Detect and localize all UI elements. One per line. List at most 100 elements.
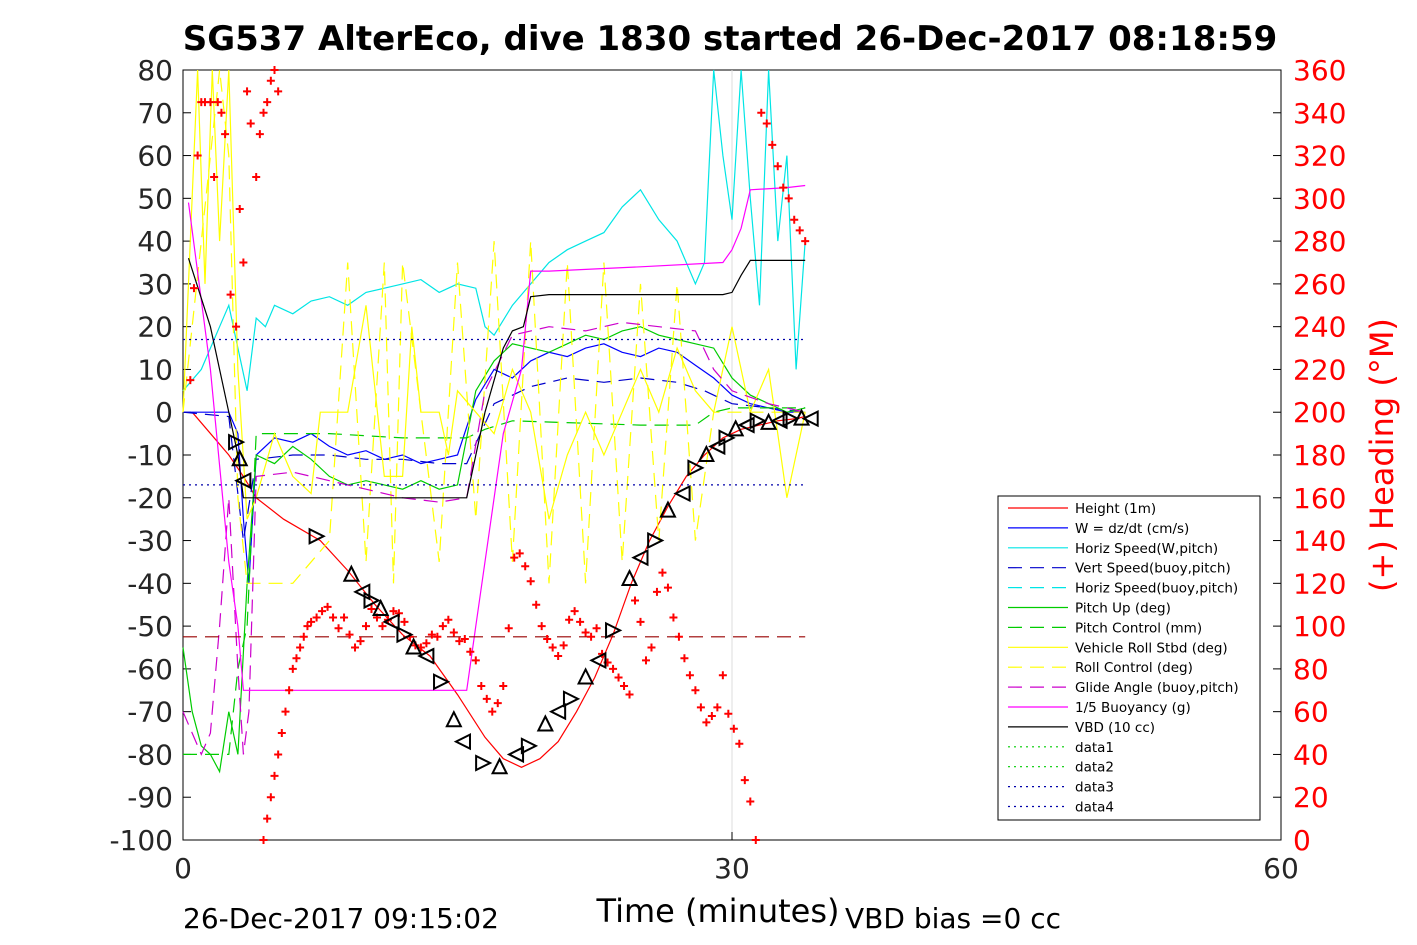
- right-tick-label: 260: [1293, 268, 1346, 301]
- heading-point: [768, 140, 777, 149]
- series-w-dz-dt-cm-s: [183, 343, 806, 584]
- triangle-marker: [659, 500, 677, 518]
- heading-point: [713, 703, 722, 712]
- triangle-marker: [605, 621, 623, 640]
- footer-vbd-bias: VBD bias =0 cc: [845, 902, 1061, 935]
- x-axis-ticks: 0 30 60: [174, 832, 1299, 885]
- heading-point: [631, 596, 640, 605]
- triangle-marker: [620, 568, 639, 587]
- heading-point: [674, 632, 683, 641]
- left-tick-label: -10: [127, 439, 173, 472]
- heading-point: [299, 632, 308, 641]
- heading-point: [239, 258, 248, 267]
- heading-point: [735, 739, 744, 748]
- left-tick-label: -50: [127, 610, 173, 643]
- right-tick-label: 60: [1293, 696, 1329, 729]
- heading-point: [255, 130, 264, 139]
- heading-point: [356, 637, 365, 646]
- heading-point: [702, 718, 711, 727]
- right-tick-label: 280: [1293, 225, 1346, 258]
- series-roll-control-deg: [182, 69, 806, 584]
- heading-point: [779, 183, 788, 192]
- triangle-marker: [548, 703, 567, 721]
- series-height-1m: [191, 411, 806, 768]
- right-tick-label: 40: [1293, 738, 1329, 771]
- left-tick-label: 40: [137, 225, 173, 258]
- triangle-marker: [562, 690, 581, 708]
- heading-point: [422, 639, 431, 648]
- triangle-marker: [737, 416, 755, 434]
- heading-point: [263, 98, 272, 107]
- series-pitch-control-mm: [183, 407, 806, 756]
- left-tick-label: -70: [127, 696, 173, 729]
- triangle-marker: [520, 737, 539, 755]
- right-tick-label: 160: [1293, 482, 1346, 515]
- triangle-marker: [342, 564, 360, 582]
- heading-point: [427, 630, 436, 639]
- heading-point: [259, 836, 268, 844]
- heading-point: [587, 632, 596, 641]
- heading-point: [235, 205, 244, 214]
- heading-point: [318, 607, 327, 616]
- heading-point: [620, 682, 629, 690]
- legend-label: Pitch Control (mm): [1075, 620, 1202, 636]
- triangle-marker: [673, 484, 691, 503]
- triangle-marker: [718, 429, 736, 447]
- triangle-marker: [475, 754, 493, 772]
- heading-point: [266, 793, 275, 802]
- x-tick-label: 60: [1263, 852, 1299, 885]
- heading-point: [790, 215, 799, 224]
- heading-point: [548, 643, 557, 652]
- triangle-marker: [727, 419, 745, 437]
- heading-point: [669, 613, 678, 622]
- heading-point: [296, 643, 305, 652]
- triangle-marker: [234, 472, 252, 490]
- left-tick-label: 70: [137, 97, 173, 130]
- triangle-marker: [801, 410, 819, 428]
- right-tick-label: 20: [1293, 781, 1329, 814]
- heading-point: [213, 98, 222, 107]
- left-tick-label: 0: [155, 396, 173, 429]
- triangle-marker: [589, 651, 607, 669]
- heading-point: [532, 600, 541, 609]
- heading-point: [729, 724, 738, 733]
- heading-point: [186, 376, 195, 385]
- left-tick-label: 10: [137, 353, 173, 386]
- heading-point: [510, 553, 519, 562]
- heading-point: [570, 607, 579, 616]
- heading-point: [389, 607, 398, 616]
- legend-label: data3: [1075, 780, 1114, 796]
- heading-point: [647, 643, 656, 652]
- heading-point: [307, 617, 316, 626]
- heading-point: [323, 602, 332, 611]
- legend-label: Height (1m): [1075, 501, 1156, 517]
- triangle-marker: [382, 613, 400, 631]
- right-tick-label: 200: [1293, 396, 1346, 429]
- heading-point: [259, 108, 268, 117]
- legend-label: Vehicle Roll Stbd (deg): [1075, 640, 1228, 656]
- right-tick-label: 120: [1293, 567, 1346, 600]
- triangle-marker: [353, 583, 371, 601]
- series-vehicle-roll-stbd-deg: [182, 69, 806, 520]
- triangle-marker: [231, 449, 249, 467]
- heading-point: [707, 711, 716, 720]
- right-tick-label: 340: [1293, 97, 1346, 130]
- right-tick-label: 320: [1293, 140, 1346, 173]
- heading-point: [652, 587, 661, 596]
- heading-point: [232, 322, 241, 331]
- heading-point: [521, 562, 530, 571]
- heading-point: [565, 615, 574, 624]
- heading-point: [351, 643, 360, 652]
- series-lines: [182, 69, 806, 774]
- series-glide-angle-buoy-pitch: [182, 321, 806, 756]
- right-tick-label: 300: [1293, 182, 1346, 215]
- triangle-marker: [363, 591, 381, 610]
- series-horiz-speed-w-pitch: [182, 69, 806, 392]
- legend: Height (1m) W = dz/dt (cm/s) Horiz Speed(W…: [997, 495, 1261, 821]
- heading-point: [795, 226, 804, 235]
- triangle-marker: [490, 757, 509, 775]
- heading-point: [609, 664, 618, 673]
- triangle-marker: [417, 647, 435, 665]
- heading-point: [499, 682, 508, 690]
- heading-point: [303, 622, 312, 631]
